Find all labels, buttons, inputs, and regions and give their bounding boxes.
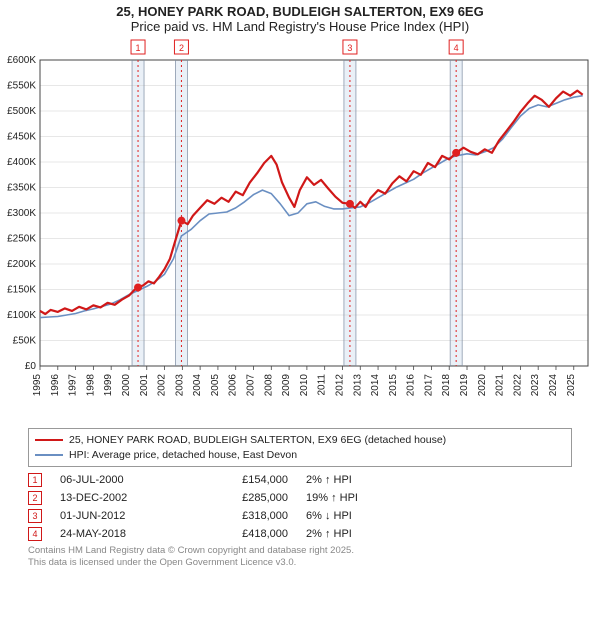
table-row: 4 24-MAY-2018 £418,000 2% ↑ HPI [28,525,572,543]
svg-text:2004: 2004 [192,374,203,397]
svg-text:£100K: £100K [7,310,36,321]
legend-item: HPI: Average price, detached house, East… [35,448,565,463]
svg-text:2003: 2003 [174,374,185,397]
svg-text:1996: 1996 [50,374,61,397]
sale-pct: 2% ↑ HPI [306,474,396,486]
legend-label: HPI: Average price, detached house, East… [69,448,297,463]
legend-swatch [35,454,63,456]
svg-text:2022: 2022 [512,374,523,397]
svg-text:2000: 2000 [121,374,132,397]
svg-text:3: 3 [347,43,352,53]
footer-line: This data is licensed under the Open Gov… [28,557,572,569]
svg-text:1: 1 [136,43,141,53]
sale-date: 13-DEC-2002 [60,492,180,504]
svg-text:2025: 2025 [566,374,577,397]
svg-text:£500K: £500K [7,106,36,117]
svg-text:£50K: £50K [13,336,37,347]
svg-text:2023: 2023 [530,374,541,397]
svg-text:2012: 2012 [334,374,345,397]
sale-price: £285,000 [198,492,288,504]
svg-text:2016: 2016 [406,374,417,397]
chart-title: 25, HONEY PARK ROAD, BUDLEIGH SALTERTON,… [0,0,600,34]
sale-price: £318,000 [198,510,288,522]
svg-text:1999: 1999 [103,374,114,397]
svg-text:2011: 2011 [317,374,328,396]
sale-index-box: 4 [28,527,42,541]
svg-text:2017: 2017 [423,374,434,397]
svg-text:2001: 2001 [139,374,150,397]
sale-price: £418,000 [198,528,288,540]
svg-text:2021: 2021 [495,374,506,397]
svg-text:1998: 1998 [85,374,96,397]
svg-text:£200K: £200K [7,259,36,270]
svg-text:2019: 2019 [459,374,470,397]
sale-date: 06-JUL-2000 [60,474,180,486]
table-row: 3 01-JUN-2012 £318,000 6% ↓ HPI [28,507,572,525]
license-footer: Contains HM Land Registry data © Crown c… [28,545,572,569]
table-row: 2 13-DEC-2002 £285,000 19% ↑ HPI [28,489,572,507]
svg-text:£600K: £600K [7,55,36,66]
svg-text:4: 4 [454,43,459,53]
table-row: 1 06-JUL-2000 £154,000 2% ↑ HPI [28,471,572,489]
legend-label: 25, HONEY PARK ROAD, BUDLEIGH SALTERTON,… [69,433,446,448]
svg-text:2013: 2013 [352,374,363,397]
svg-text:2014: 2014 [370,374,381,397]
svg-text:£150K: £150K [7,285,36,296]
sale-index-box: 3 [28,509,42,523]
svg-text:2020: 2020 [477,374,488,397]
svg-text:2: 2 [179,43,184,53]
svg-text:£250K: £250K [7,234,36,245]
svg-text:2006: 2006 [228,374,239,397]
sale-pct: 2% ↑ HPI [306,528,396,540]
sale-index-box: 1 [28,473,42,487]
sale-date: 01-JUN-2012 [60,510,180,522]
svg-text:£400K: £400K [7,157,36,168]
svg-text:2002: 2002 [157,374,168,397]
svg-text:2007: 2007 [246,374,257,397]
legend-swatch [35,439,63,441]
title-line-1: 25, HONEY PARK ROAD, BUDLEIGH SALTERTON,… [0,4,600,19]
svg-text:2010: 2010 [299,374,310,397]
legend: 25, HONEY PARK ROAD, BUDLEIGH SALTERTON,… [28,428,572,467]
svg-text:2018: 2018 [441,374,452,397]
chart-page: { "title_line1": "25, HONEY PARK ROAD, B… [0,0,600,620]
svg-text:2008: 2008 [263,374,274,397]
svg-text:£0: £0 [25,361,37,372]
svg-text:2015: 2015 [388,374,399,397]
footer-line: Contains HM Land Registry data © Crown c… [28,545,572,557]
sale-pct: 6% ↓ HPI [306,510,396,522]
sale-price: £154,000 [198,474,288,486]
sale-date: 24-MAY-2018 [60,528,180,540]
sale-pct: 19% ↑ HPI [306,492,396,504]
sale-index-box: 2 [28,491,42,505]
svg-text:£550K: £550K [7,81,36,92]
price-chart: £0 £50K £100K £150K £200K £250K £300K £350K £400… [0,34,600,424]
svg-text:1997: 1997 [68,374,79,397]
svg-text:2024: 2024 [548,374,559,397]
sales-table: 1 06-JUL-2000 £154,000 2% ↑ HPI 2 13-DEC… [28,471,572,543]
legend-item: 25, HONEY PARK ROAD, BUDLEIGH SALTERTON,… [35,433,565,448]
title-line-2: Price paid vs. HM Land Registry's House … [0,19,600,34]
svg-text:2009: 2009 [281,374,292,397]
svg-text:1995: 1995 [32,374,43,397]
svg-text:£300K: £300K [7,208,36,219]
svg-text:£450K: £450K [7,132,36,143]
svg-text:2005: 2005 [210,374,221,397]
svg-text:£350K: £350K [7,183,36,194]
